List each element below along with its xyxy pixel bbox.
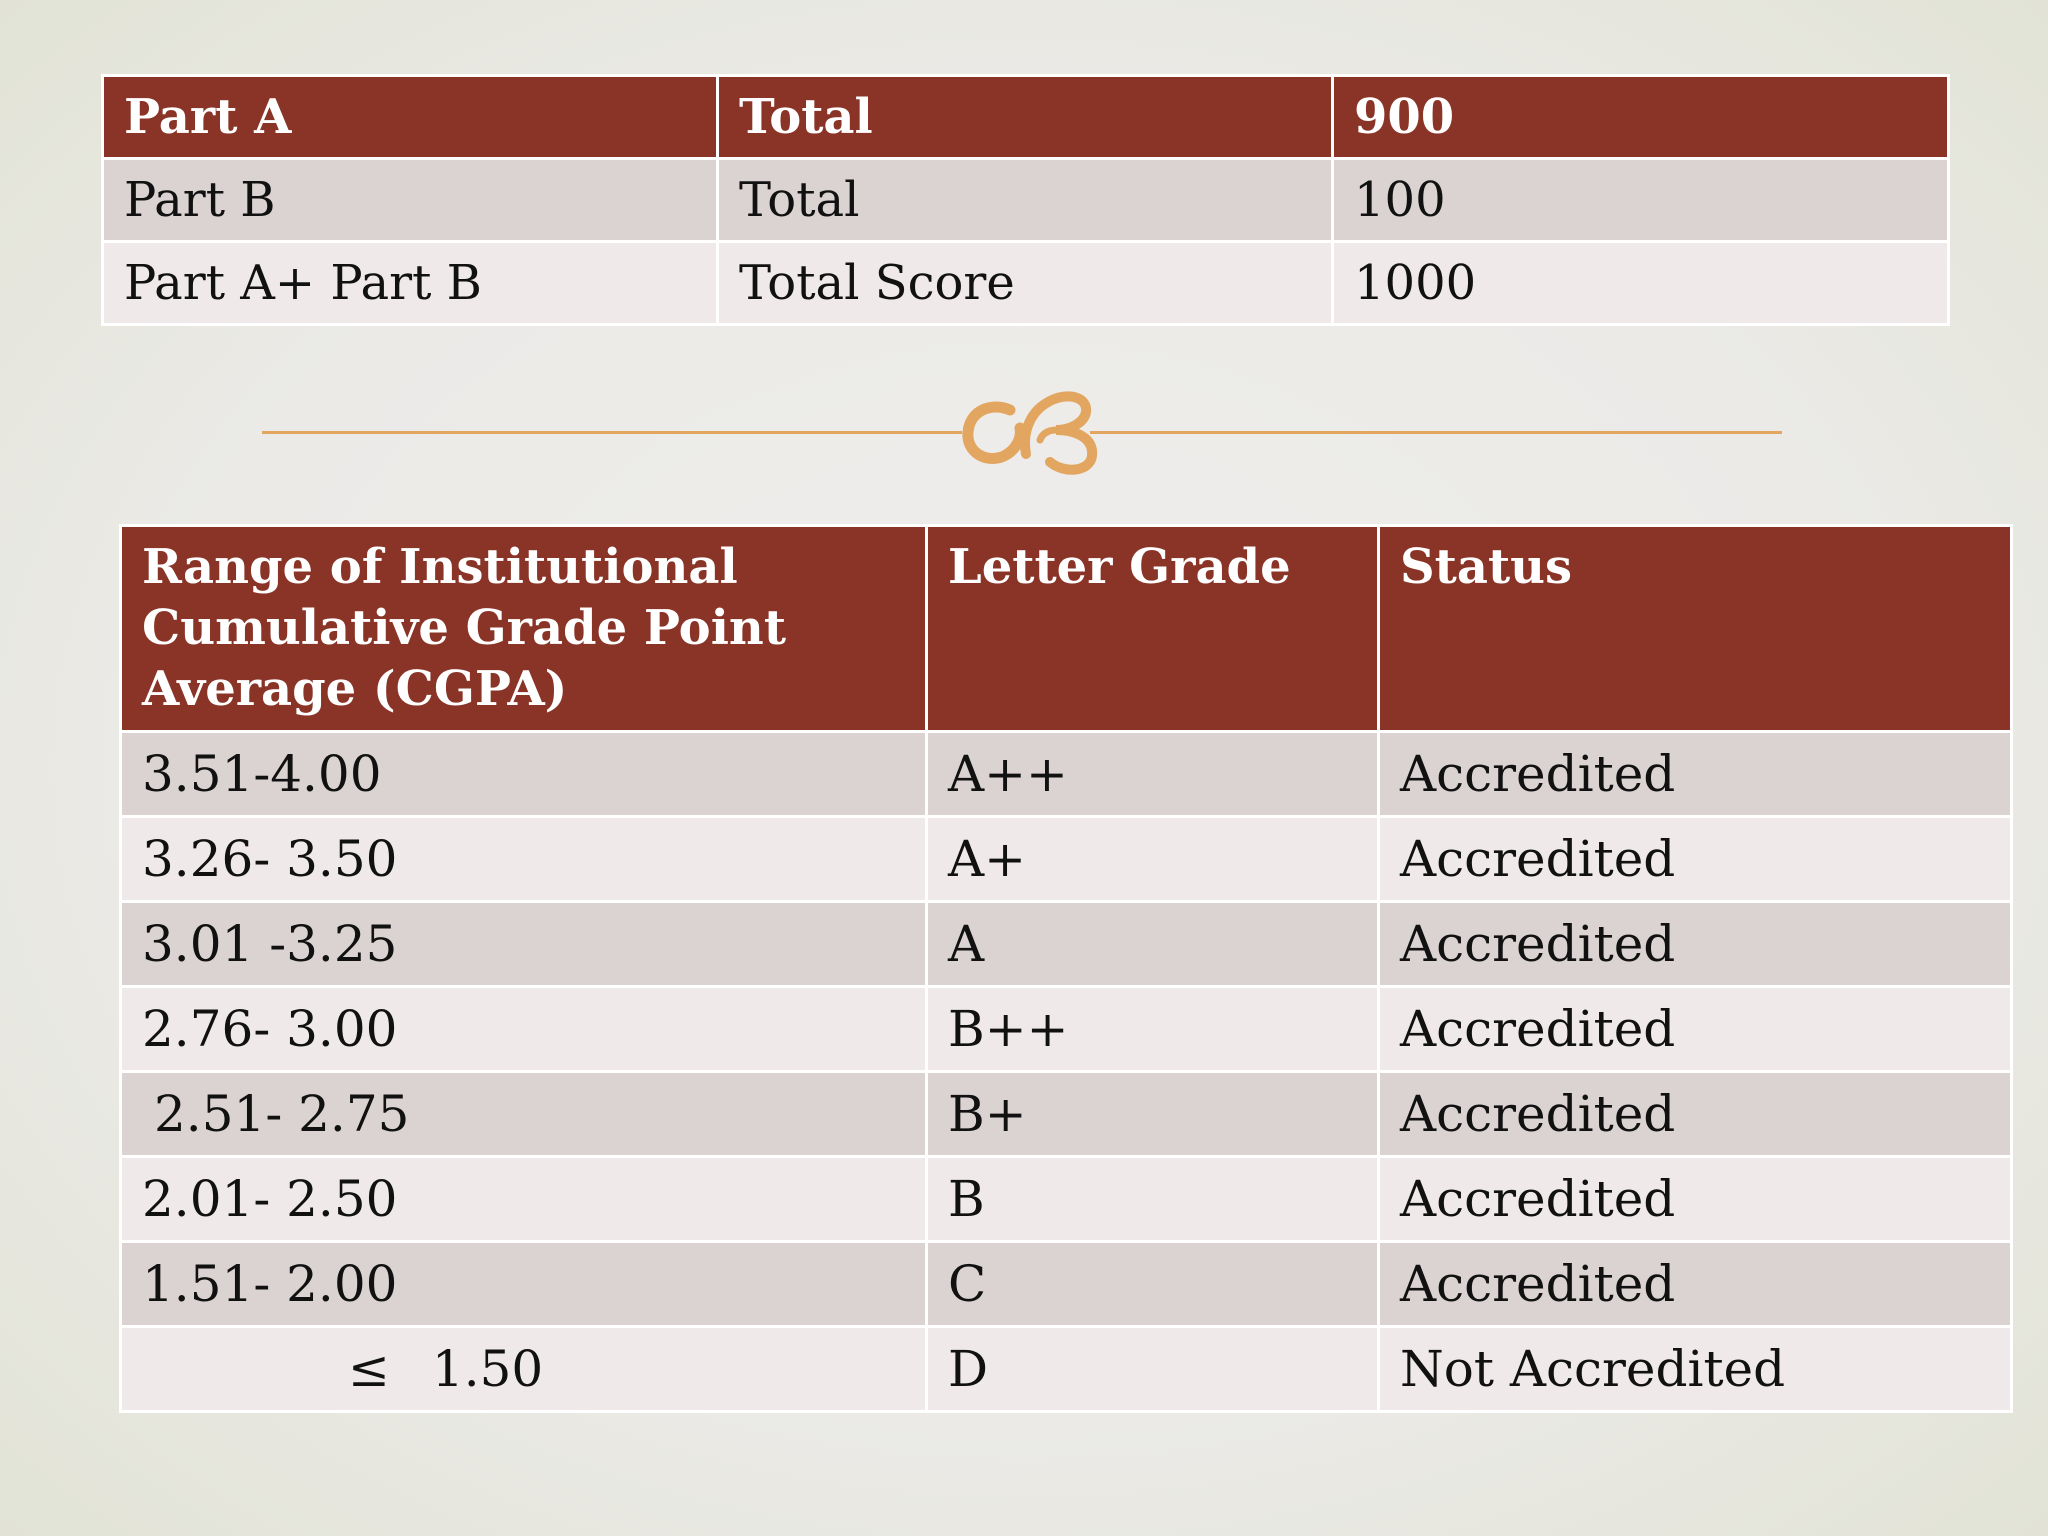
- score-part-cell: Part B: [101, 157, 719, 243]
- status-cell: Accredited: [1377, 1240, 2013, 1328]
- cgpa-range-value: 1.50: [431, 1340, 544, 1398]
- header-status: Status: [1377, 524, 2013, 733]
- score-header-value: 900: [1331, 74, 1950, 160]
- letter-grade-cell: C: [925, 1240, 1380, 1328]
- status-cell: Accredited: [1377, 985, 2013, 1073]
- score-header-label: Total: [716, 74, 1334, 160]
- header-letter-grade: Letter Grade: [925, 524, 1380, 733]
- score-value-cell: 100: [1331, 157, 1950, 243]
- score-label-cell: Total: [716, 157, 1334, 243]
- score-label-cell: Total Score: [716, 240, 1334, 326]
- status-cell: Accredited: [1377, 900, 2013, 988]
- score-table: Part A Total 900 Part B Total 100 Part A…: [101, 74, 1950, 326]
- status-cell: Accredited: [1377, 1070, 2013, 1158]
- table-row: 2.51- 2.75 B+ Accredited: [119, 1070, 2013, 1158]
- score-value-cell: 1000: [1331, 240, 1950, 326]
- score-header-part: Part A: [101, 74, 719, 160]
- letter-grade-cell: B++: [925, 985, 1380, 1073]
- table-row: Part B Total 100: [101, 157, 1950, 243]
- cgpa-range-cell: 3.26- 3.50: [119, 815, 928, 903]
- grade-table-header-row: Range of Institutional Cumulative Grade …: [119, 524, 2013, 733]
- letter-grade-cell: A: [925, 900, 1380, 988]
- cgpa-range-cell: 2.51- 2.75: [119, 1070, 928, 1158]
- table-row: 2.01- 2.50 B Accredited: [119, 1155, 2013, 1243]
- table-row: Part A+ Part B Total Score 1000: [101, 240, 1950, 326]
- status-cell: Accredited: [1377, 815, 2013, 903]
- grade-table: Range of Institutional Cumulative Grade …: [119, 524, 2013, 1413]
- cgpa-range-cell: 2.76- 3.00: [119, 985, 928, 1073]
- divider-rule-right: [1090, 431, 1782, 434]
- letter-grade-cell: B+: [925, 1070, 1380, 1158]
- score-part-cell: Part A+ Part B: [101, 240, 719, 326]
- swash-ornament-icon: [962, 391, 1098, 475]
- table-row: 3.26- 3.50 A+ Accredited: [119, 815, 2013, 903]
- divider-rule-left: [262, 431, 962, 434]
- letter-grade-cell: B: [925, 1155, 1380, 1243]
- less-or-equal-symbol: ≤: [348, 1340, 390, 1398]
- letter-grade-cell: A+: [925, 815, 1380, 903]
- header-cgpa-range: Range of Institutional Cumulative Grade …: [119, 524, 928, 733]
- table-row: 3.01 -3.25 A Accredited: [119, 900, 2013, 988]
- section-divider: [262, 380, 1782, 480]
- status-cell: Not Accredited: [1377, 1325, 2013, 1413]
- cgpa-range-cell: 2.01- 2.50: [119, 1155, 928, 1243]
- letter-grade-cell: A++: [925, 730, 1380, 818]
- table-row: 1.51- 2.00 C Accredited: [119, 1240, 2013, 1328]
- table-row: 3.51-4.00 A++ Accredited: [119, 730, 2013, 818]
- status-cell: Accredited: [1377, 1155, 2013, 1243]
- table-row: 2.76- 3.00 B++ Accredited: [119, 985, 2013, 1073]
- cgpa-range-cell: 3.01 -3.25: [119, 900, 928, 988]
- cgpa-range-cell: 3.51-4.00: [119, 730, 928, 818]
- cgpa-range-cell: ≤1.50: [119, 1325, 928, 1413]
- score-table-header-row: Part A Total 900: [101, 74, 1950, 160]
- cgpa-range-cell: 1.51- 2.00: [119, 1240, 928, 1328]
- table-row: ≤1.50 D Not Accredited: [119, 1325, 2013, 1413]
- status-cell: Accredited: [1377, 730, 2013, 818]
- letter-grade-cell: D: [925, 1325, 1380, 1413]
